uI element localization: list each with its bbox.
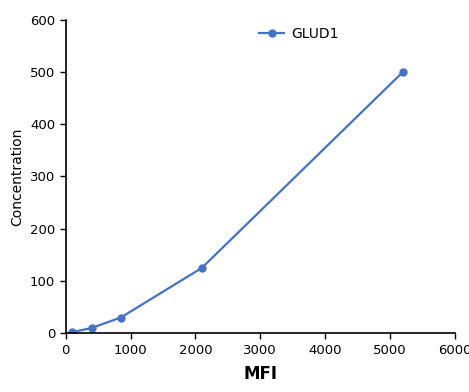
GLUD1 [118, 315, 124, 320]
Y-axis label: Concentration: Concentration [10, 127, 24, 225]
GLUD1 [199, 265, 204, 270]
X-axis label: MFI: MFI [243, 365, 277, 383]
Legend: GLUD1: GLUD1 [259, 27, 339, 40]
GLUD1 [89, 326, 94, 330]
Line: GLUD1: GLUD1 [68, 68, 407, 336]
GLUD1 [400, 69, 406, 74]
GLUD1 [69, 330, 75, 334]
